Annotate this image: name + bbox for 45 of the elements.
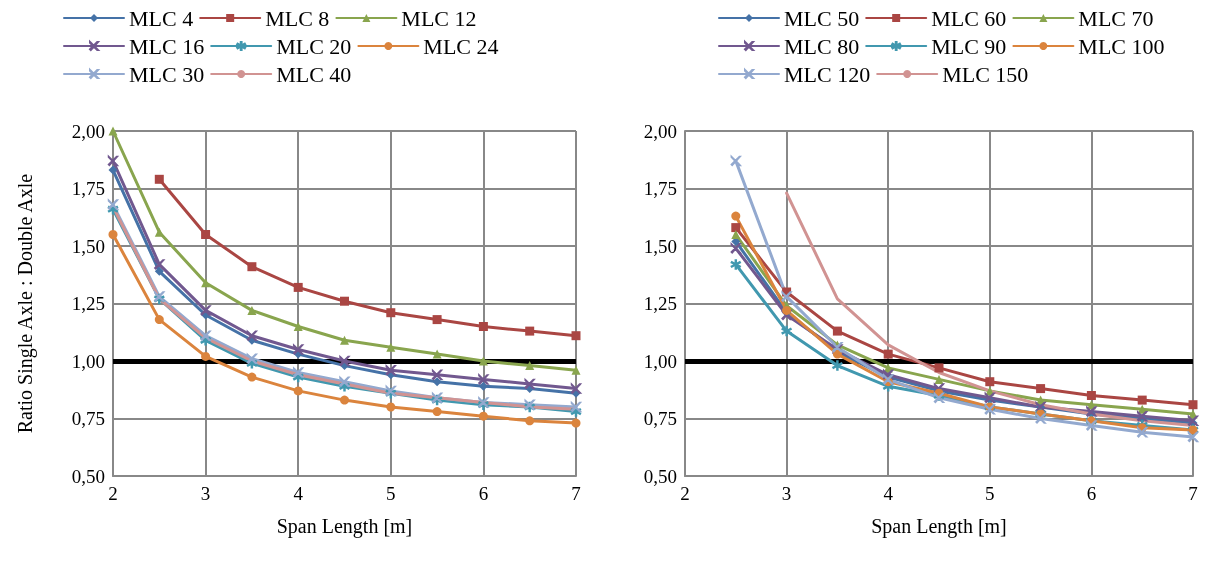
- x-tick-label: 7: [1188, 483, 1198, 504]
- legend-label: MLC 50: [784, 5, 860, 31]
- legend-label: MLC 60: [931, 5, 1007, 31]
- x-tick-label: 6: [1086, 483, 1097, 504]
- x-tick-label: 2: [108, 483, 118, 504]
- x-tick-label: 4: [883, 483, 894, 504]
- y-tick-label: 1,00: [643, 350, 677, 372]
- x-tick-label: 5: [985, 483, 995, 504]
- y-tick-label: 0,50: [71, 465, 105, 487]
- legend-label: MLC 4: [129, 5, 194, 31]
- legend-label: MLC 20: [276, 33, 352, 59]
- y-axis-title: Ratio Single Axle : Double Axle: [14, 173, 37, 434]
- legend-label: MLC 70: [1078, 5, 1154, 31]
- x-tick-label: 7: [571, 483, 581, 504]
- legend-label: MLC 40: [276, 61, 352, 87]
- y-tick-label: 2,00: [71, 120, 105, 142]
- legend-label: MLC 150: [942, 61, 1029, 87]
- legend-label: MLC 100: [1078, 33, 1165, 59]
- y-tick-label: 1,50: [71, 235, 105, 257]
- y-tick-label: 1,00: [71, 350, 105, 372]
- y-tick-label: 1,25: [643, 293, 677, 314]
- y-tick-label: 2,00: [643, 120, 677, 142]
- legend-label: MLC 120: [784, 61, 871, 87]
- y-tick-label: 1,25: [71, 293, 105, 314]
- legend-label: MLC 12: [401, 5, 477, 31]
- legend-label: MLC 80: [784, 33, 860, 59]
- x-tick-label: 6: [478, 483, 489, 504]
- legend-label: MLC 90: [931, 33, 1007, 59]
- y-tick-label: 0,75: [643, 408, 677, 429]
- legend-label: MLC 24: [423, 33, 499, 59]
- x-axis-title: Span Length [m]: [276, 515, 413, 538]
- legend-label: MLC 16: [129, 33, 205, 59]
- x-axis-title: Span Length [m]: [871, 515, 1007, 538]
- y-tick-label: 1,50: [643, 235, 677, 257]
- y-tick-label: 0,75: [71, 408, 105, 429]
- y-tick-label: 1,75: [643, 178, 677, 199]
- x-tick-label: 3: [200, 483, 211, 504]
- x-tick-label: 5: [386, 483, 396, 504]
- y-tick-label: 1,75: [71, 178, 105, 199]
- legend-label: MLC 30: [129, 61, 205, 87]
- x-tick-label: 2: [680, 483, 690, 504]
- legend-label: MLC 8: [265, 5, 330, 31]
- x-tick-label: 4: [293, 483, 304, 504]
- x-tick-label: 3: [781, 483, 792, 504]
- y-tick-label: 0,50: [643, 465, 677, 487]
